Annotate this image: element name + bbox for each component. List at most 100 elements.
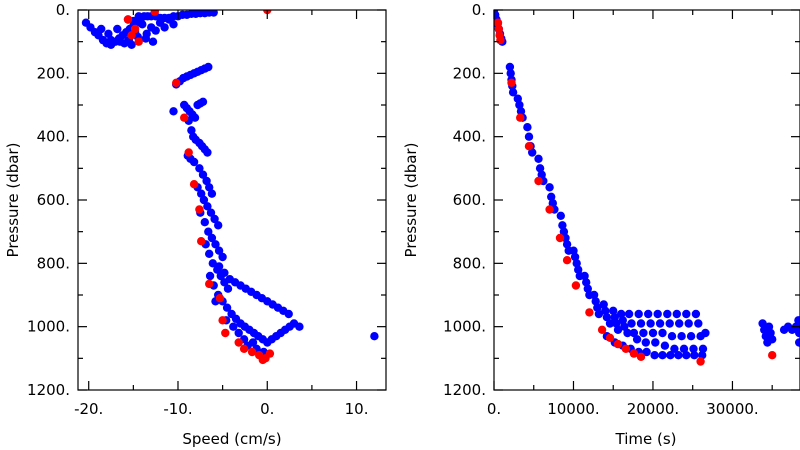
- time-series-blue-point: [642, 347, 651, 357]
- time-x-tick-label: 0.: [487, 400, 501, 418]
- speed-x-tick-label: 0.: [260, 400, 274, 418]
- time-series-blue-point: [562, 240, 572, 249]
- time-series-blue-point: [558, 221, 567, 230]
- time-series-blue-point: [623, 328, 632, 338]
- speed-series-blue-point: [209, 10, 218, 17]
- time-series-blue-point: [641, 338, 650, 347]
- time-series-blue-point: [660, 341, 670, 350]
- speed-series-red-point: [215, 294, 225, 303]
- time-series-blue-point: [516, 107, 526, 116]
- time-series-blue-point: [766, 328, 775, 338]
- time-series-blue-point: [572, 259, 581, 268]
- speed-series-red-point: [218, 316, 227, 325]
- time-series-blue-point: [524, 132, 534, 141]
- speed-x-axis-label: Speed (cm/s): [182, 430, 281, 448]
- speed-series-blue-point: [211, 240, 220, 249]
- speed-series-blue-point: [214, 246, 224, 255]
- time-series-blue-point: [686, 332, 696, 341]
- speed-series-blue-point: [218, 252, 227, 262]
- time-series-red-point: [629, 349, 639, 358]
- speed-series-blue-point: [164, 15, 174, 24]
- time-series-blue-point: [617, 309, 626, 319]
- speed-series-blue-point: [104, 29, 113, 38]
- speed-series-blue-point: [199, 195, 209, 205]
- time-series-blue-point: [612, 319, 621, 328]
- time-series-blue-point: [698, 344, 708, 353]
- speed-pressure-points: [81, 10, 379, 365]
- speed-y-tick-label: 400.: [37, 128, 70, 146]
- time-series-blue-point: [655, 319, 665, 328]
- time-y-axis-label: Pressure (dbar): [402, 143, 420, 258]
- time-series-blue-point: [618, 316, 627, 325]
- speed-series-blue-point: [204, 62, 213, 72]
- time-series-red-point: [496, 35, 505, 45]
- speed-series-blue-point: [155, 18, 165, 27]
- time-series-blue-point: [690, 351, 699, 360]
- speed-series-blue-point: [134, 12, 143, 21]
- speed-series-blue-point: [205, 249, 214, 258]
- speed-series-red-point: [247, 347, 257, 357]
- speed-series-red-point: [234, 338, 243, 347]
- time-series-blue-point: [627, 319, 636, 328]
- time-series-blue-point: [670, 344, 679, 353]
- time-series-red-point: [597, 325, 607, 334]
- speed-series-blue-point: [97, 24, 106, 34]
- speed-series-blue-point: [207, 189, 217, 198]
- time-series-blue-point: [547, 192, 556, 201]
- time-series-blue-point: [624, 309, 634, 319]
- time-x-tick-label: 30000.: [706, 400, 759, 418]
- speed-series-blue-point: [113, 24, 122, 34]
- speed-series-blue-point: [295, 322, 304, 331]
- time-series-blue-point: [620, 322, 629, 331]
- time-series-blue-point: [675, 319, 684, 328]
- time-y-tick-label: 800.: [453, 254, 486, 272]
- time-series-red-point: [507, 78, 516, 88]
- speed-series-red-point: [123, 15, 133, 24]
- time-series-red-point: [545, 205, 554, 214]
- speed-series-blue-point: [197, 189, 206, 198]
- time-series-blue-point: [610, 313, 619, 322]
- speed-series-red-point: [184, 148, 193, 157]
- time-series-blue-point: [639, 328, 648, 338]
- time-series-blue-point: [764, 322, 774, 331]
- time-series-blue-point: [653, 309, 662, 319]
- speed-series-red-point: [265, 349, 275, 358]
- speed-series-blue-point: [187, 126, 196, 135]
- time-series-blue-point: [650, 351, 659, 360]
- speed-series-blue-point: [223, 284, 233, 293]
- time-y-tick-label: 600.: [453, 191, 486, 209]
- time-pressure-points: [494, 10, 800, 366]
- time-series-blue-point: [795, 328, 800, 338]
- time-series-red-point: [621, 344, 631, 353]
- speed-series-red-point: [258, 355, 267, 365]
- time-series-red-point: [636, 352, 646, 361]
- time-series-blue-point: [634, 309, 643, 319]
- speed-series-blue-point: [234, 328, 243, 338]
- speed-x-tick-label: -10.: [163, 400, 192, 418]
- speed-series-blue-point: [127, 40, 136, 49]
- time-series-blue-point: [682, 309, 691, 319]
- speed-series-red-point: [172, 78, 181, 88]
- speed-y-tick-label: 200.: [37, 64, 70, 82]
- time-series-blue-point: [569, 246, 578, 255]
- time-series-red-point: [494, 18, 503, 27]
- time-series-blue-point: [523, 123, 532, 132]
- time-series-blue-point: [515, 100, 524, 110]
- time-series-blue-point: [589, 290, 599, 300]
- time-series-blue-point: [574, 265, 583, 274]
- time-series-blue-point: [698, 351, 707, 360]
- time-x-tick-label: 20000.: [627, 400, 680, 418]
- time-series-blue-point: [594, 309, 604, 319]
- speed-series-blue-point: [222, 303, 232, 312]
- speed-y-tick-label: 1200.: [27, 381, 70, 399]
- time-series-blue-point: [691, 309, 701, 319]
- time-series-blue-point: [684, 319, 693, 328]
- time-series-blue-point: [545, 183, 554, 192]
- speed-series-red-point: [127, 31, 136, 40]
- time-series-blue-point: [602, 313, 612, 322]
- time-series-blue-point: [583, 284, 592, 293]
- speed-series-red-point: [134, 37, 143, 46]
- time-series-blue-point: [632, 335, 642, 344]
- speed-series-blue-point: [229, 322, 238, 331]
